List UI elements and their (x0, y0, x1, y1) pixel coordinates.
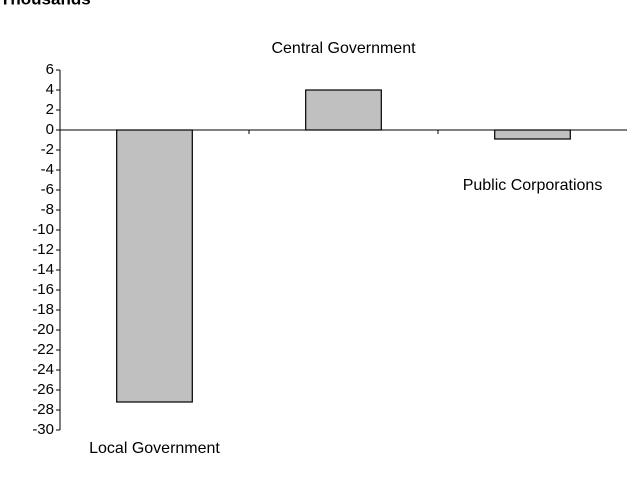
y-tick-label: -18 (32, 301, 54, 318)
chart-title: Thousands (0, 0, 91, 8)
category-label: Local Government (89, 440, 220, 457)
y-tick-label: 2 (46, 101, 54, 118)
bar (116, 129, 193, 403)
bar (305, 89, 382, 131)
y-tick-label: -2 (41, 141, 54, 158)
y-tick-label: -8 (41, 201, 54, 218)
y-tick-label: -20 (32, 321, 54, 338)
y-tick-label: -30 (32, 421, 54, 438)
y-tick-label: -28 (32, 401, 54, 418)
y-tick-label: -4 (41, 161, 54, 178)
y-tick-label: 0 (46, 121, 54, 138)
category-label: Central Government (271, 40, 416, 57)
y-tick-label: -26 (32, 381, 54, 398)
y-tick-label: 4 (46, 81, 54, 98)
y-tick-label: -22 (32, 341, 54, 358)
y-tick-label: -24 (32, 361, 54, 378)
bar (494, 129, 571, 140)
y-tick-label: -12 (32, 241, 54, 258)
category-label: Public Corporations (462, 177, 603, 194)
y-tick-label: -14 (32, 261, 54, 278)
y-tick-label: -10 (32, 221, 54, 238)
y-tick-label: -16 (32, 281, 54, 298)
y-tick-label: 6 (46, 61, 54, 78)
y-tick-label: -6 (41, 181, 54, 198)
